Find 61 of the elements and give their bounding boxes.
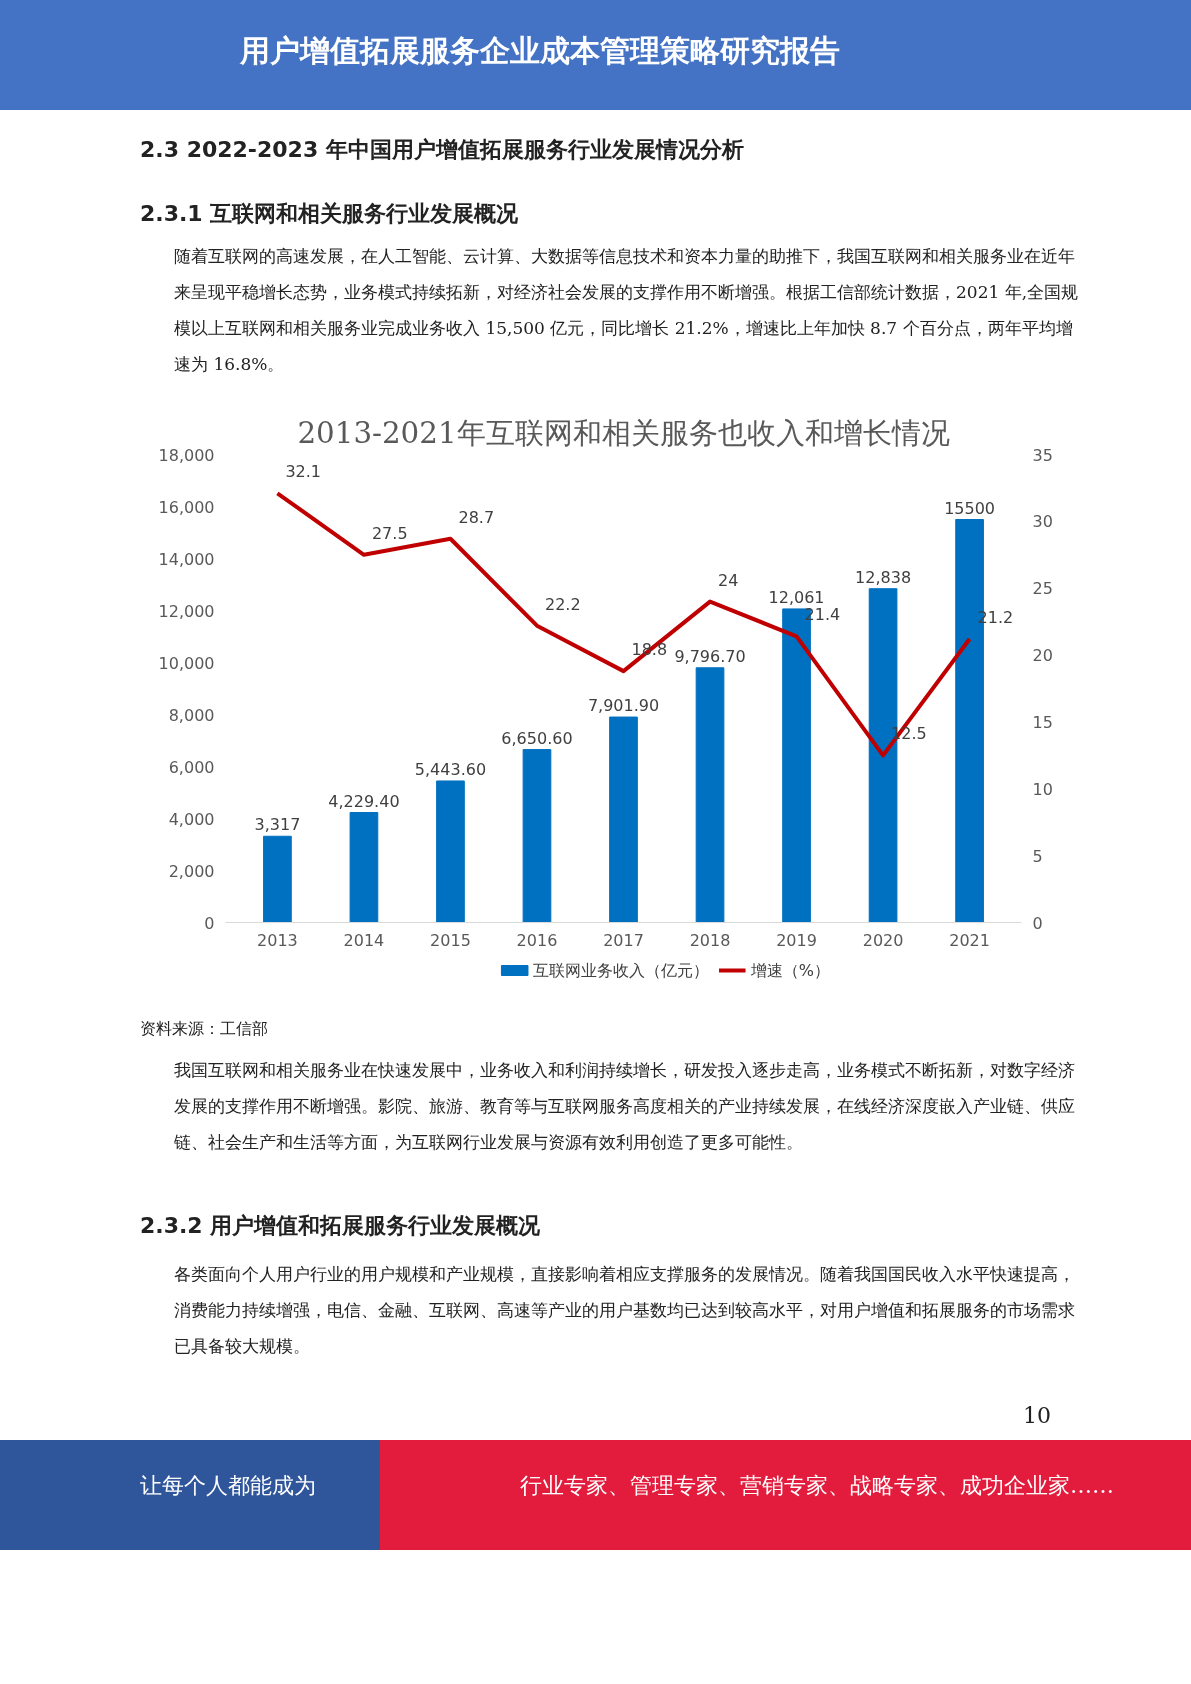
- y2-tick-label: 30: [1032, 512, 1053, 532]
- data-label: 24: [718, 570, 739, 590]
- y-tick-label: 16,000: [158, 497, 215, 517]
- y-tick-label: 8,000: [168, 705, 215, 725]
- x-tick-label: 2018: [689, 930, 731, 950]
- x-tick-label: 2016: [516, 930, 558, 950]
- x-tick-label: 2020: [862, 930, 904, 950]
- data-label: 12,061: [768, 587, 825, 607]
- bar: [609, 716, 638, 923]
- y2-tick-label: 10: [1032, 779, 1053, 799]
- y-tick-label: 6,000: [168, 757, 215, 777]
- data-label: 27.5: [371, 523, 408, 543]
- text: 行业专家、管理专家、营销专家、战略专家、成功企业家……: [520, 1472, 1114, 1500]
- y2-tick-label: 0: [1032, 913, 1043, 933]
- data-label: 9,796.70: [674, 646, 746, 666]
- bar: [349, 812, 379, 923]
- y-tick-label: 10,000: [158, 653, 215, 673]
- text: 用户增值拓展服务企业成本管理策略研究报告: [240, 32, 840, 70]
- bar: [436, 780, 465, 923]
- x-tick-label: 2015: [430, 930, 471, 950]
- data-label: 7,901.90: [587, 696, 660, 716]
- data-label: 4,229.40: [328, 791, 400, 811]
- bar: [695, 667, 725, 923]
- text: 2.3.2 用户增值和拓展服务行业发展概况: [140, 1212, 541, 1240]
- x-tick-label: 2019: [776, 930, 817, 950]
- data-label: 6,650.60: [501, 728, 573, 748]
- text: 随着互联网的高速发展，在人工智能、云计算、大数据等信息技术和资本力量的助推下，我国互联网和相关服务业在近年来呈现平稳增长态势，业务模式持续拓新，对经济社会发展的支撑作用不断增强。根据工信部统计数据，2021 年,全国规模以上互联网和相关服务业完成业务收入 15,500 亿元，同比增长 21.2%，增速比上年加快 8.7 个百分点，两年平均增速为 16.8%。: [174, 245, 1080, 376]
- data-label: 32.1: [285, 462, 322, 482]
- text: 2.3 2022-2023 年中国用户增值拓展服务行业发展情况分析: [140, 136, 744, 164]
- x-tick-label: 2017: [603, 930, 644, 950]
- x-tick-label: 2014: [343, 930, 385, 950]
- data-label: 12,838: [855, 567, 912, 587]
- text: 10: [1023, 1402, 1051, 1430]
- text: 我国互联网和相关服务业在快速发展中，业务收入和利润持续增长，研发投入逐步走高，业务模式不断拓新，对数字经济发展的支撑作用不断增强。影院、旅游、教育等与互联网服务高度相关的产业持续发展，在线经济深度嵌入产业链、供应链、社会生产和生活等方面，为互联网行业发展与资源有效利用创造了更多可能性。: [174, 1059, 1076, 1154]
- data-label: 28.7: [458, 507, 495, 527]
- y-tick-label: 14,000: [158, 549, 215, 569]
- legend-label: 增速（%）: [749, 961, 831, 980]
- y-tick-label: 12,000: [158, 601, 215, 621]
- bar: [263, 835, 292, 923]
- data-label: 3,317: [254, 815, 301, 835]
- chart-title: 2013-2021年互联网和相关服务也收入和增长情况: [297, 415, 950, 450]
- y2-tick-label: 20: [1032, 646, 1053, 666]
- x-tick-label: 2013: [257, 930, 298, 950]
- data-label: 15500: [944, 498, 996, 518]
- y-tick-label: 4,000: [168, 809, 215, 829]
- text: 资料来源：工信部: [140, 1018, 268, 1040]
- text: 让每个人都能成为: [140, 1472, 316, 1500]
- y-tick-label: 0: [204, 913, 215, 933]
- data-label: 5,443.60: [414, 759, 487, 779]
- text: 各类面向个人用户行业的用户规模和产业规模，直接影响着相应支撑服务的发展情况。随着我国国民收入水平快速提高，消费能力持续增强，电信、金融、互联网、高速等产业的用户基数均已达到较高水平，对用户增值和拓展服务的市场需求已具备较大规模。: [174, 1263, 1076, 1358]
- legend-label: 互联网业务收入（亿元）: [533, 961, 710, 980]
- y-tick-label: 18,000: [158, 445, 215, 465]
- y2-tick-label: 25: [1032, 579, 1053, 599]
- y2-tick-label: 35: [1032, 445, 1053, 465]
- text: 2.3.1 互联网和相关服务行业发展概况: [140, 200, 519, 228]
- bar: [522, 749, 552, 923]
- y2-tick-label: 5: [1032, 846, 1043, 866]
- y-tick-label: 2,000: [168, 861, 215, 881]
- x-tick-label: 2021: [949, 930, 990, 950]
- y2-tick-label: 15: [1032, 712, 1053, 732]
- data-label: 22.2: [544, 594, 581, 614]
